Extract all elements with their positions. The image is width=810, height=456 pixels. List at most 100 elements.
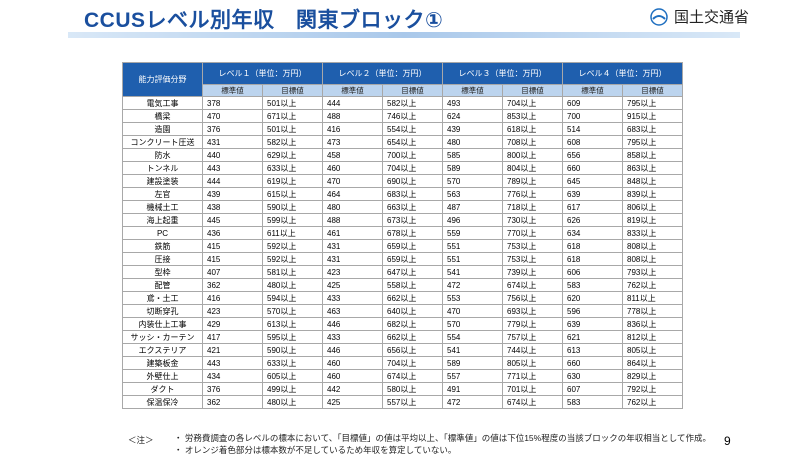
cell: 590以上 [262, 343, 323, 357]
table-row: 橋梁 470 671以上 488 746以上 624 853以上 700 915以上 [122, 109, 683, 123]
cell: 674以上 [502, 278, 563, 292]
cell: 611以上 [262, 226, 323, 240]
table-row: ダクト 376 499以上 442 580以上 491 701以上 607 792以上 [122, 382, 683, 396]
cell: 376 [202, 382, 263, 396]
row-label: 建設塗装 [122, 174, 203, 188]
cell: 407 [202, 265, 263, 279]
table-row: PC 436 611以上 461 678以上 559 770以上 634 833以上 [122, 226, 683, 240]
cell: 839以上 [622, 187, 683, 201]
level-header: レベル１（単位：万円） [202, 62, 323, 85]
cell: 605以上 [262, 369, 323, 383]
cell: 434 [202, 369, 263, 383]
cell: 678以上 [382, 226, 443, 240]
cell: 558以上 [382, 278, 443, 292]
notes-label: ＜注＞ [128, 435, 154, 445]
level-header: レベル２（単位：万円） [322, 62, 443, 85]
cell: 551 [442, 239, 503, 253]
cell: 662以上 [382, 330, 443, 344]
cell: 683以上 [622, 122, 683, 136]
cell: 633以上 [262, 356, 323, 370]
row-label: 圧接 [122, 252, 203, 266]
cell: 416 [202, 291, 263, 305]
cell: 808以上 [622, 252, 683, 266]
cell: 647以上 [382, 265, 443, 279]
cell: 808以上 [622, 239, 683, 253]
cell: 639 [562, 187, 623, 201]
cell: 480以上 [262, 395, 323, 409]
sub-header: 目標値 [382, 84, 443, 97]
cell: 480以上 [262, 278, 323, 292]
sub-header: 標準値 [322, 84, 383, 97]
sub-header: 標準値 [442, 84, 503, 97]
table-row: 左官 439 615以上 464 683以上 563 776以上 639 839以上 [122, 187, 683, 201]
title-bar [68, 32, 740, 38]
row-label: 鳶・土工 [122, 291, 203, 305]
cell: 473 [322, 135, 383, 149]
cell: 470 [442, 304, 503, 318]
table-row: トンネル 443 633以上 460 704以上 589 804以上 660 863以上 [122, 161, 683, 175]
cell: 700以上 [382, 148, 443, 162]
row-label: 外壁仕上 [122, 369, 203, 383]
cell: 444 [322, 96, 383, 110]
cell: 488 [322, 213, 383, 227]
cell: 554 [442, 330, 503, 344]
cell: 464 [322, 187, 383, 201]
cell: 470 [202, 109, 263, 123]
cell: 770以上 [502, 226, 563, 240]
cell: 662以上 [382, 291, 443, 305]
sub-header: 標準値 [562, 84, 623, 97]
cell: 472 [442, 395, 503, 409]
cell: 438 [202, 200, 263, 214]
cell: 423 [202, 304, 263, 318]
cell: 617 [562, 200, 623, 214]
row-label: 左官 [122, 187, 203, 201]
cell: 779以上 [502, 317, 563, 331]
cell: 660 [562, 356, 623, 370]
cell: 620 [562, 291, 623, 305]
cell: 629以上 [262, 148, 323, 162]
cell: 753以上 [502, 252, 563, 266]
cell: 463 [322, 304, 383, 318]
cell: 563 [442, 187, 503, 201]
cell: 812以上 [622, 330, 683, 344]
row-label: 機械土工 [122, 200, 203, 214]
row-label: 保温保冷 [122, 395, 203, 409]
cell: 683以上 [382, 187, 443, 201]
cell: 626 [562, 213, 623, 227]
cell: 581以上 [262, 265, 323, 279]
cell: 425 [322, 278, 383, 292]
cell: 674以上 [382, 369, 443, 383]
cell: 746以上 [382, 109, 443, 123]
row-label: 建築板金 [122, 356, 203, 370]
cell: 514 [562, 122, 623, 136]
table-row: サッシ・カーテン 417 595以上 433 662以上 554 757以上 621 812以上 [122, 330, 683, 344]
cell: 700 [562, 109, 623, 123]
cell: 771以上 [502, 369, 563, 383]
cell: 778以上 [622, 304, 683, 318]
table-row: 防水 440 629以上 458 700以上 585 800以上 656 858以上 [122, 148, 683, 162]
cell: 915以上 [622, 109, 683, 123]
cell: 460 [322, 356, 383, 370]
cell: 704以上 [382, 161, 443, 175]
cell: 618以上 [502, 122, 563, 136]
cell: 583 [562, 395, 623, 409]
cell: 436 [202, 226, 263, 240]
cell: 443 [202, 161, 263, 175]
cell: 613以上 [262, 317, 323, 331]
cell: 415 [202, 239, 263, 253]
cell: 624 [442, 109, 503, 123]
cell: 590以上 [262, 200, 323, 214]
cell: 541 [442, 265, 503, 279]
cell: 362 [202, 278, 263, 292]
cell: 640以上 [382, 304, 443, 318]
row-label: コンクリート圧送 [122, 135, 203, 149]
cell: 619以上 [262, 174, 323, 188]
cell: 580以上 [382, 382, 443, 396]
cell: 480 [322, 200, 383, 214]
cell: 674以上 [502, 395, 563, 409]
cell: 480 [442, 135, 503, 149]
cell: 607 [562, 382, 623, 396]
cell: 800以上 [502, 148, 563, 162]
cell: 608 [562, 135, 623, 149]
cell: 864以上 [622, 356, 683, 370]
